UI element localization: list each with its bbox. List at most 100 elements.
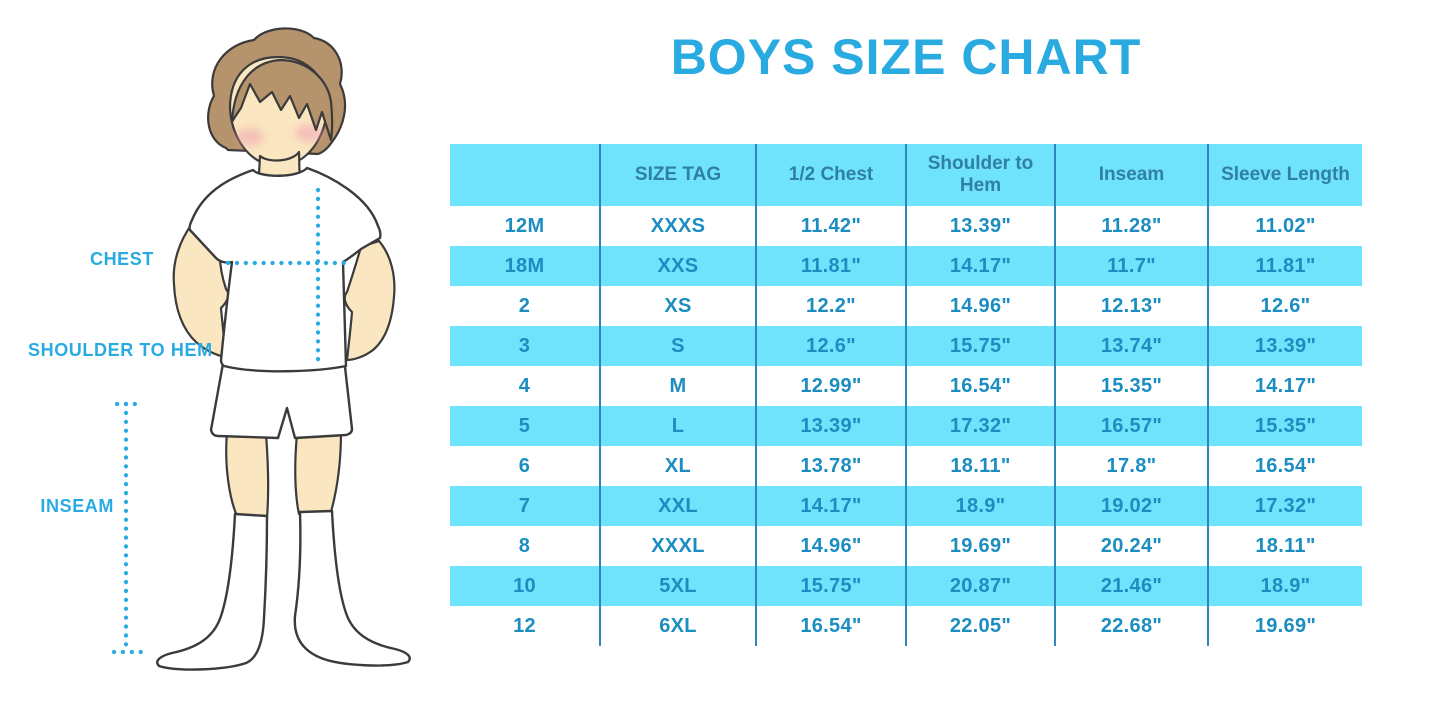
blush-right-cheek: [295, 124, 323, 142]
measurement-cell: 15.35": [1054, 366, 1208, 406]
size-table-head: SIZE TAG 1/2 Chest Shoulder to Hem Inseam Sl…: [450, 144, 1362, 206]
size-cell: 12M: [504, 214, 545, 237]
shoulder-to-hem-label: SHOULDER TO HEM: [28, 340, 213, 360]
blush-left-cheek: [236, 128, 264, 146]
table-row: 18M XXS 11.81" 14.17" 11.7" 11.81": [450, 246, 1362, 286]
right-sock: [293, 509, 411, 667]
table-row: 4 M 12.99" 16.54" 15.35" 14.17": [450, 366, 1362, 406]
column-header: Sleeve Length: [1207, 144, 1362, 206]
measurement-cell: 18.11": [905, 446, 1055, 486]
measurement-cell: 22.68": [1054, 606, 1208, 646]
measurement-cell: 11.28": [1054, 206, 1208, 246]
measurement-cell: 11.81": [755, 246, 906, 286]
measurement-cell: 17.32": [905, 406, 1055, 446]
measurement-cell: XXXS: [599, 206, 756, 246]
size-cell: 8: [518, 534, 531, 557]
size-cell: 6: [518, 454, 531, 477]
measurement-cell: 12.6": [1207, 286, 1362, 326]
right-leg: [294, 430, 343, 516]
measurement-cell: 18.9": [1207, 566, 1362, 606]
size-cell: 3: [518, 334, 531, 357]
measurement-cell: 14.17": [755, 486, 906, 526]
measurement-cell: 18.9": [905, 486, 1055, 526]
measurement-cell: 11.81": [1207, 246, 1362, 286]
measurement-cell: 13.39": [755, 406, 906, 446]
measurement-cell: 17.32": [1207, 486, 1362, 526]
measurement-cell: 13.78": [755, 446, 906, 486]
measurement-cell: M: [599, 366, 756, 406]
measurement-cell: XXL: [599, 486, 756, 526]
t-shirt: [188, 166, 382, 373]
measurement-cell: 14.96": [755, 526, 906, 566]
measurement-cell: 15.35": [1207, 406, 1362, 446]
size-cell: 12: [513, 614, 536, 637]
column-header: Inseam: [1054, 144, 1208, 206]
hair-fringe: [230, 58, 334, 142]
measurement-cell: 15.75": [905, 326, 1055, 366]
measurement-cell: 13.39": [1207, 326, 1362, 366]
size-cell: 18M: [504, 254, 545, 277]
size-cell: 2: [518, 294, 531, 317]
measurement-cell: 22.05": [905, 606, 1055, 646]
measurement-cell: 12.2": [755, 286, 906, 326]
measurement-cell: 17.8": [1054, 446, 1208, 486]
column-header: 1/2 Chest: [755, 144, 906, 206]
measurement-cell: 5XL: [599, 566, 756, 606]
column-header: SIZE TAG: [599, 144, 756, 206]
measurement-cell: S: [599, 326, 756, 366]
boy-measurement-figure: CHEST SHOULDER TO HEM INSEAM: [0, 0, 450, 723]
boy-illustration: [111, 27, 411, 671]
measurement-cell: 13.39": [905, 206, 1055, 246]
table-row: 7 XXL 14.17" 18.9" 19.02" 17.32": [450, 486, 1362, 526]
page-title: BOYS SIZE CHART: [670, 29, 1142, 85]
measurement-cell: 21.46": [1054, 566, 1208, 606]
chest-label: CHEST: [89, 249, 154, 269]
measurement-cell: 16.54": [1207, 446, 1362, 486]
table-row: 5 L 13.39" 17.32" 16.57" 15.35": [450, 406, 1362, 446]
size-table-body: 12M XXXS 11.42" 13.39" 11.28" 11.02" 18M XXS 11.…: [450, 206, 1362, 646]
table-row: 12 6XL 16.54" 22.05" 22.68" 19.69": [450, 606, 1362, 646]
measurement-cell: 11.02": [1207, 206, 1362, 246]
size-cell: 5: [518, 414, 531, 437]
shorts: [209, 356, 354, 440]
measurement-cell: 20.24": [1054, 526, 1208, 566]
column-header: Shoulder to Hem: [905, 144, 1055, 206]
table-row: 10 5XL 15.75" 20.87" 21.46" 18.9": [450, 566, 1362, 606]
measurement-cell: 16.54": [755, 606, 906, 646]
measurement-cell: 12.6": [755, 326, 906, 366]
measurement-cell: 16.54": [905, 366, 1055, 406]
right-arm: [343, 239, 396, 362]
measurement-cell: 18.11": [1207, 526, 1362, 566]
table-row: 12M XXXS 11.42" 13.39" 11.28" 11.02": [450, 206, 1362, 246]
measurement-cell: 12.99": [755, 366, 906, 406]
measurement-cell: 19.69": [905, 526, 1055, 566]
measurement-cell: 19.02": [1054, 486, 1208, 526]
measurement-cell: L: [599, 406, 756, 446]
measurement-cell: 19.69": [1207, 606, 1362, 646]
measurement-cell: 20.87": [905, 566, 1055, 606]
measurement-cell: 14.17": [905, 246, 1055, 286]
measurement-cell: 12.13": [1054, 286, 1208, 326]
left-sock: [156, 512, 269, 671]
measurement-cell: XXXL: [599, 526, 756, 566]
measurement-cell: XXS: [599, 246, 756, 286]
measurement-cell: 11.42": [755, 206, 906, 246]
table-row: 8 XXXL 14.96" 19.69" 20.24" 18.11": [450, 526, 1362, 566]
left-leg: [225, 430, 270, 520]
measurement-cell: XS: [599, 286, 756, 326]
measurement-cell: XL: [599, 446, 756, 486]
measurement-cell: 14.96": [905, 286, 1055, 326]
size-cell: 7: [518, 494, 531, 517]
table-row: 6 XL 13.78" 18.11" 17.8" 16.54": [450, 446, 1362, 486]
table-row: 3 S 12.6" 15.75" 13.74" 13.39": [450, 326, 1362, 366]
column-header: [450, 144, 600, 206]
size-cell: 10: [513, 574, 536, 597]
measurement-cell: 13.74": [1054, 326, 1208, 366]
size-cell: 4: [518, 374, 531, 397]
measurement-cell: 11.7": [1054, 246, 1208, 286]
measurement-cell: 16.57": [1054, 406, 1208, 446]
measurement-cell: 15.75": [755, 566, 906, 606]
size-table: SIZE TAG 1/2 Chest Shoulder to Hem Inseam Sl…: [450, 144, 1362, 646]
table-row: 2 XS 12.2" 14.96" 12.13" 12.6": [450, 286, 1362, 326]
